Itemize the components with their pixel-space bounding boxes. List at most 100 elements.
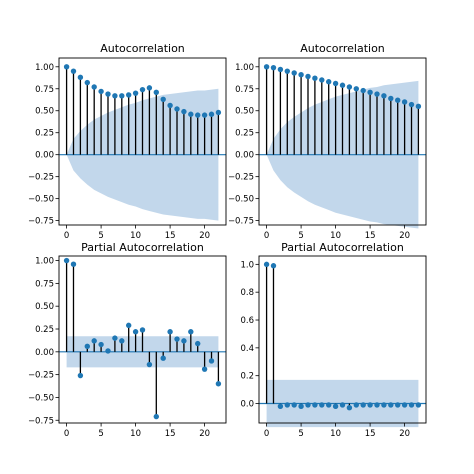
pacf-panel-right: Partial Autocorrelation 0 5 10 15 20 0.0 0.2 0.… (240, 241, 427, 439)
y-tick-label: 0.4 (240, 344, 254, 354)
y-tick-label: 1.00 (35, 257, 54, 267)
y-tick-label: −0.25 (28, 371, 54, 381)
axes-frame (258, 255, 427, 424)
stem-marker (201, 112, 208, 118)
y-tick-label: −0.50 (28, 393, 54, 403)
y-tick-label: 0.75 (235, 85, 254, 95)
stem-marker (208, 111, 215, 117)
stem-marker (381, 93, 387, 99)
stem-marker (84, 343, 90, 350)
x-tick-label: 15 (165, 231, 176, 241)
stem-marker (91, 84, 97, 90)
stem-marker (160, 96, 166, 103)
stem-marker (160, 355, 166, 361)
y-tick-label: 0.25 (235, 129, 254, 139)
acf-panel-left: Autocorrelation 0 5 10 15 20 −0.75 −0.50 −0.25 0… (28, 42, 227, 241)
x-tick-label: 15 (365, 429, 376, 439)
stem-marker (112, 335, 118, 341)
y-tick-label: 0.75 (35, 279, 54, 289)
stem-marker (277, 403, 284, 409)
x-tick-label: 5 (98, 231, 103, 241)
x-tick-label: 10 (130, 429, 141, 439)
x-tick-label: 0 (64, 231, 69, 241)
stem-marker (132, 90, 139, 96)
stem-marker (367, 402, 373, 408)
stem-marker (408, 402, 415, 408)
stem-marker (201, 366, 208, 372)
stem-marker (174, 106, 180, 112)
stem-marker (70, 68, 77, 74)
stem-marker (277, 66, 284, 73)
stem-marker (167, 102, 173, 109)
stem-marker (105, 91, 111, 97)
y-tick-label: 0.50 (35, 107, 54, 117)
y-tick-label: 0.00 (235, 151, 254, 161)
panel-title: Partial Autocorrelation (281, 241, 404, 254)
stem-marker (263, 261, 270, 268)
stem-marker (132, 329, 139, 335)
stem-marker (263, 64, 270, 70)
stem-marker (395, 402, 401, 408)
stem-marker (153, 413, 160, 420)
panel-title: Partial Autocorrelation (81, 241, 204, 254)
x-tick-label: 20 (399, 429, 410, 439)
stem-marker (298, 403, 304, 409)
stem-marker (284, 68, 290, 74)
stem-marker (84, 79, 90, 86)
stem-marker (360, 87, 366, 94)
stem-marker (374, 91, 380, 97)
y-tick-label: −0.50 (228, 195, 254, 205)
y-tick-label: −0.75 (28, 416, 54, 426)
stem-marker (119, 338, 125, 344)
stem-marker (119, 93, 125, 99)
x-tick-label: 5 (98, 429, 103, 439)
stem-marker (325, 79, 332, 85)
x-tick-label: 10 (130, 231, 141, 241)
panel-title: Autocorrelation (100, 42, 185, 55)
stem-marker (125, 322, 132, 329)
stem-marker (367, 89, 373, 95)
y-tick-label: 0.50 (235, 107, 254, 117)
stem-marker (291, 70, 297, 76)
stem-marker (408, 101, 415, 108)
stem-marker (388, 95, 394, 102)
stem-marker (312, 402, 318, 408)
stem-marker (215, 109, 222, 116)
stem-marker (215, 381, 222, 387)
axes-frame (58, 57, 227, 226)
acf-panel-right: Autocorrelation 0 5 10 15 20 −0.75 −0.50 −0.25 0… (228, 42, 427, 241)
stem-marker (195, 340, 201, 347)
y-tick-label: −0.75 (28, 217, 54, 227)
stem-marker (401, 402, 408, 408)
stem-marker (105, 348, 111, 354)
x-tick-label: 15 (165, 429, 176, 439)
stem-marker (195, 112, 201, 118)
x-tick-label: 20 (399, 231, 410, 241)
y-tick-label: −0.25 (228, 173, 254, 183)
stem-marker (181, 108, 187, 115)
y-tick-label: −0.75 (228, 217, 254, 227)
stem-marker (98, 88, 104, 95)
stem-marker (305, 73, 311, 80)
stem-marker (77, 74, 84, 81)
stem-marker (70, 261, 77, 267)
x-tick-label: 15 (365, 231, 376, 241)
y-tick-label: 0.25 (35, 325, 54, 335)
stem-marker (188, 329, 194, 335)
x-tick-label: 0 (64, 429, 69, 439)
stem-marker (319, 402, 325, 408)
stem-marker (181, 338, 187, 344)
stem-marker (312, 75, 318, 81)
y-tick-label: 0.50 (35, 302, 54, 312)
stem-marker (284, 402, 290, 408)
stem-marker (63, 64, 70, 70)
y-tick-label: −0.25 (28, 173, 54, 183)
stem-marker (125, 92, 132, 98)
panel-title: Autocorrelation (300, 42, 385, 55)
stem-marker (395, 97, 401, 103)
axes-frame (258, 57, 427, 226)
stem-marker (319, 77, 325, 83)
stem-marker (167, 329, 173, 335)
y-tick-label: 1.00 (235, 63, 254, 73)
y-tick-label: 0.00 (35, 151, 54, 161)
